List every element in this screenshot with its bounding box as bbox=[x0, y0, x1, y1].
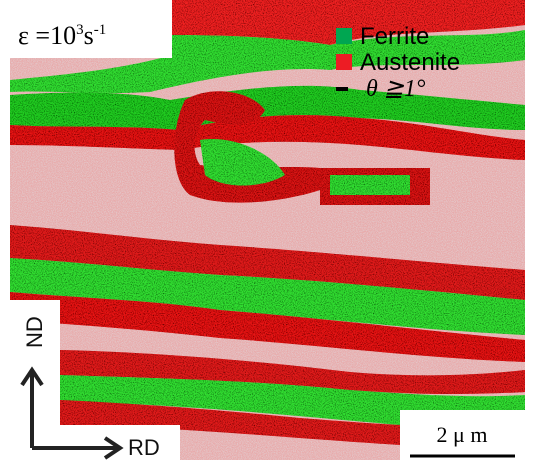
legend-label: Ferrite bbox=[360, 23, 429, 50]
legend-label: θ ≧1° bbox=[366, 76, 426, 102]
label-part: ε =10 bbox=[18, 21, 76, 50]
label-part: s bbox=[84, 21, 94, 50]
label-sup: -1 bbox=[94, 22, 107, 38]
label-sup: 3 bbox=[76, 22, 84, 38]
ferrite-island bbox=[330, 175, 410, 195]
nd-label: ND bbox=[22, 316, 47, 348]
scale-bar-label: 2 μ m bbox=[437, 422, 488, 447]
label-text: ε =103s-1 bbox=[18, 21, 106, 50]
legend-swatch bbox=[336, 54, 352, 70]
legend-swatch bbox=[336, 28, 352, 44]
strain-rate-label: ε =103s-1 bbox=[10, 12, 170, 56]
legend-swatch bbox=[336, 87, 348, 91]
phase-map-figure: ε =103s-1 FerriteAusteniteθ ≧1° ND RD 2 … bbox=[0, 0, 534, 473]
scale-bar: 2 μ m bbox=[400, 410, 534, 473]
legend-label: Austenite bbox=[360, 49, 460, 76]
rd-label: RD bbox=[128, 435, 160, 460]
